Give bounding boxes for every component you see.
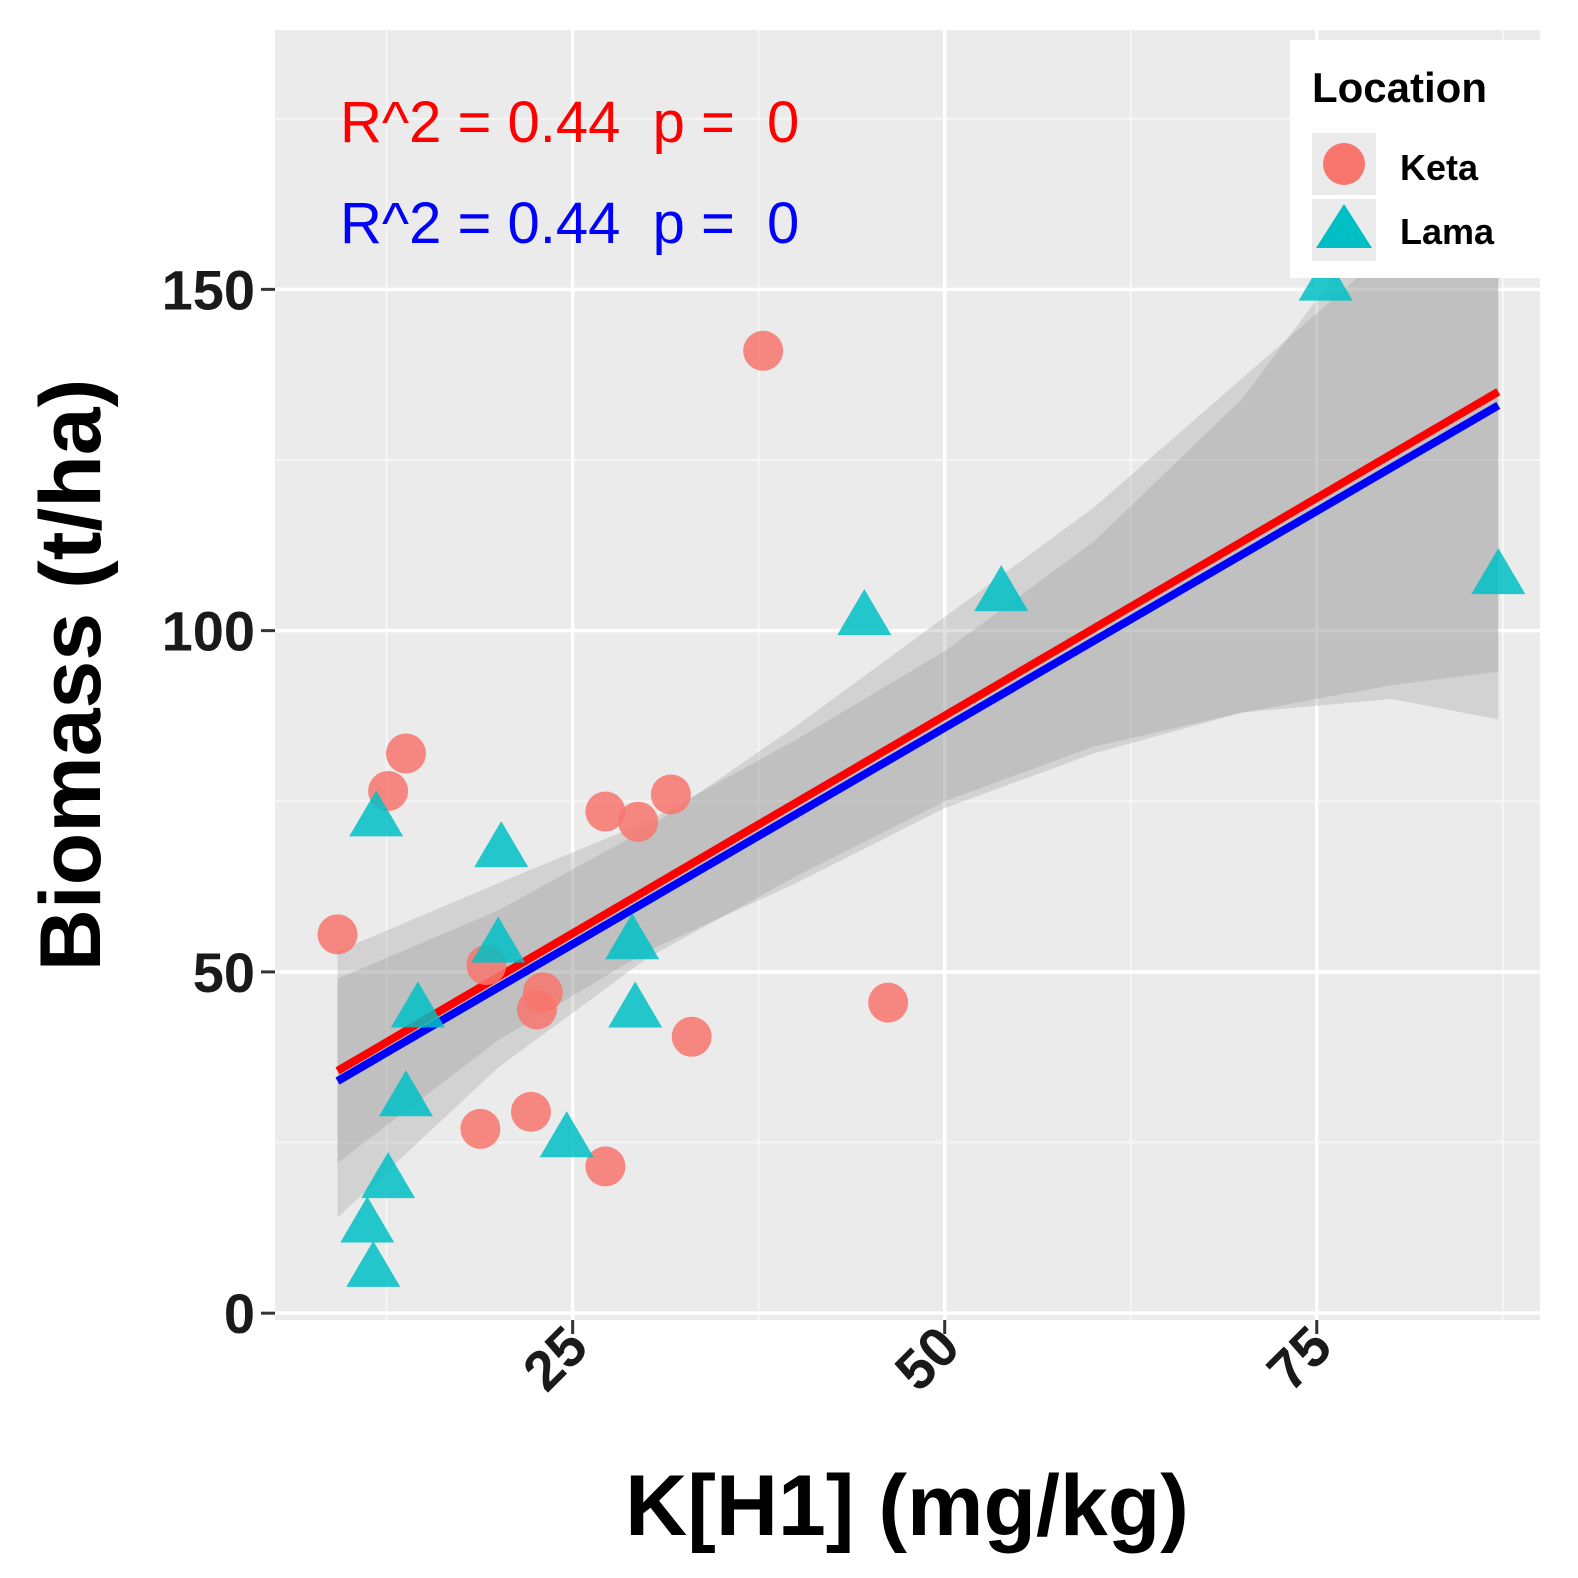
point-lama — [974, 565, 1029, 612]
annotation-red: R^2 = 0.44 p = 0 — [340, 90, 799, 155]
regression-line-keta — [335, 388, 1501, 1075]
regression-lines — [335, 388, 1501, 1085]
annotation-blue: R^2 = 0.44 p = 0 — [340, 191, 799, 256]
point-keta — [522, 972, 563, 1013]
point-lama — [340, 1196, 395, 1243]
point-lama — [378, 1070, 433, 1117]
legend-label-keta: Keta — [1400, 147, 1479, 188]
point-lama — [539, 1111, 594, 1158]
regression-line-lama — [335, 401, 1501, 1085]
point-keta — [317, 914, 358, 955]
data-points — [317, 254, 1526, 1287]
point-keta — [618, 801, 659, 842]
point-lama — [349, 790, 404, 837]
x-tick-label: 50 — [883, 1314, 972, 1403]
y-tick-label: 100 — [162, 600, 255, 663]
legend-title: Location — [1312, 64, 1487, 111]
legend-label-lama: Lama — [1400, 211, 1495, 252]
x-tick-label: 75 — [1255, 1314, 1344, 1403]
point-lama — [605, 913, 660, 960]
point-lama — [361, 1152, 416, 1199]
y-tick-label: 0 — [224, 1282, 255, 1345]
point-keta — [385, 733, 426, 774]
y-axis-title: Biomass (t/ha) — [23, 379, 119, 972]
point-keta — [460, 1108, 501, 1149]
point-lama — [390, 981, 445, 1028]
point-lama — [1471, 548, 1526, 595]
point-keta — [671, 1016, 712, 1057]
x-axis-title: K[H1] (mg/kg) — [625, 1458, 1189, 1554]
legend-triangle-icon — [1316, 204, 1372, 248]
legend-circle-icon — [1323, 143, 1365, 185]
point-lama — [837, 589, 892, 636]
point-keta — [585, 791, 626, 832]
grid-lines — [275, 30, 1540, 1320]
point-keta — [585, 1146, 626, 1187]
y-tick-label: 50 — [193, 941, 255, 1004]
point-keta — [743, 330, 784, 371]
point-keta — [868, 982, 909, 1023]
point-lama — [346, 1240, 401, 1287]
point-keta — [650, 774, 691, 815]
y-tick-label: 150 — [162, 258, 255, 321]
annotation-group: R^2 = 0.44 p = 0 R^2 = 0.44 p = 0 — [340, 90, 799, 256]
point-keta — [510, 1091, 551, 1132]
point-lama — [471, 916, 526, 963]
point-lama — [474, 821, 529, 868]
legend: Location Keta Lama — [1290, 40, 1540, 278]
x-tick-label: 25 — [511, 1314, 600, 1403]
point-lama — [608, 981, 663, 1028]
